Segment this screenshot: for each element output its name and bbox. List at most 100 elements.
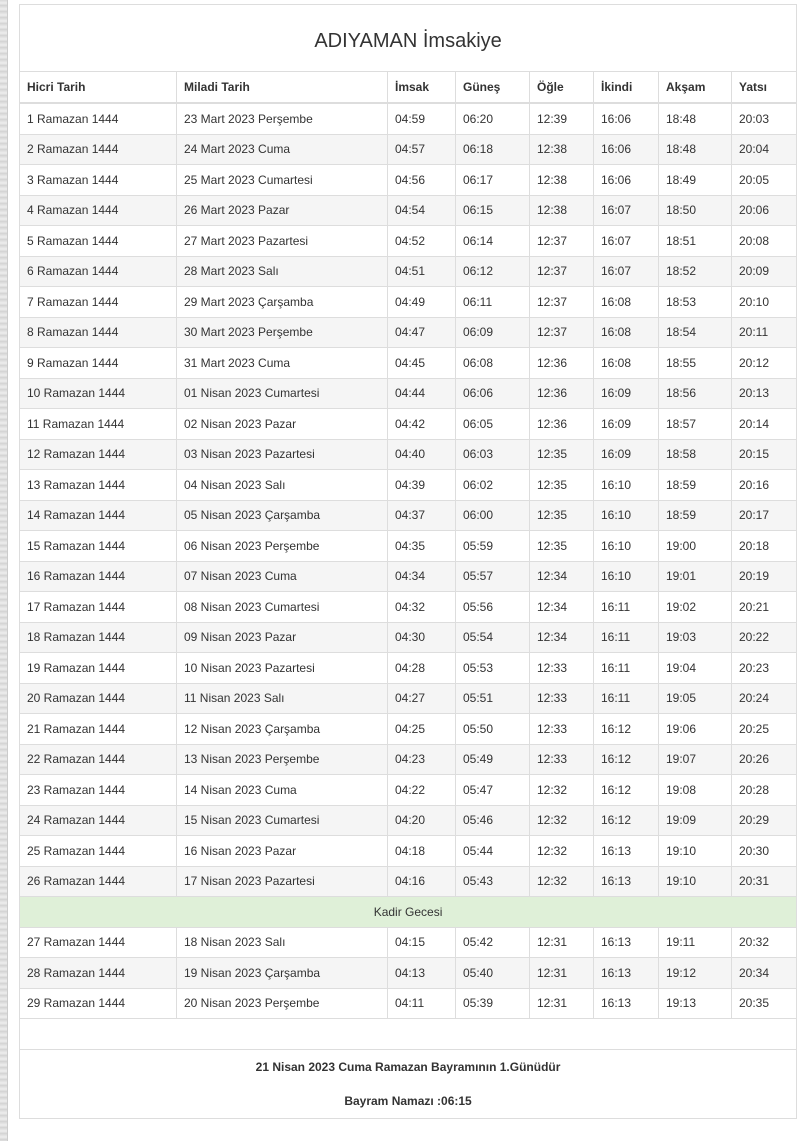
cell-imsak: 04:11 xyxy=(387,987,456,1019)
cell-hicri-tarih: 11 Ramazan 1444 xyxy=(19,408,177,440)
cell-gunes: 05:57 xyxy=(455,560,530,592)
cell-imsak: 04:45 xyxy=(387,347,456,379)
cell-gunes: 05:43 xyxy=(455,865,530,897)
cell-ogle: 12:32 xyxy=(529,804,594,836)
cell-aksam: 19:10 xyxy=(658,835,732,867)
column-header-gunes: Güneş xyxy=(455,71,530,104)
cell-gunes: 05:44 xyxy=(455,835,530,867)
cell-hicri-tarih: 18 Ramazan 1444 xyxy=(19,621,177,653)
cell-hicri-tarih: 7 Ramazan 1444 xyxy=(19,286,177,318)
cell-aksam: 19:03 xyxy=(658,621,732,653)
cell-aksam: 19:06 xyxy=(658,713,732,745)
cell-hicri-tarih: 21 Ramazan 1444 xyxy=(19,713,177,745)
cell-ogle: 12:32 xyxy=(529,865,594,897)
cell-aksam: 18:48 xyxy=(658,133,732,165)
cell-ikindi: 16:11 xyxy=(593,652,659,684)
cell-miladi-tarih: 25 Mart 2023 Cumartesi xyxy=(176,164,388,196)
cell-gunes: 06:08 xyxy=(455,347,530,379)
cell-hicri-tarih: 24 Ramazan 1444 xyxy=(19,804,177,836)
cell-ogle: 12:35 xyxy=(529,530,594,562)
cell-ogle: 12:31 xyxy=(529,926,594,958)
bayram-date-text: 21 Nisan 2023 Cuma Ramazan Bayramının 1.… xyxy=(255,1060,561,1074)
cell-imsak: 04:18 xyxy=(387,835,456,867)
cell-miladi-tarih: 06 Nisan 2023 Perşembe xyxy=(176,530,388,562)
column-header-ikindi: İkindi xyxy=(593,71,659,104)
cell-yatsi: 20:10 xyxy=(730,286,798,318)
cell-ikindi: 16:13 xyxy=(593,926,659,958)
cell-aksam: 18:59 xyxy=(658,469,732,501)
cell-imsak: 04:13 xyxy=(387,957,456,989)
cell-yatsi: 20:22 xyxy=(730,621,798,653)
spacer-row xyxy=(18,1018,798,1050)
cell-yatsi: 20:24 xyxy=(730,682,798,714)
cell-yatsi: 20:30 xyxy=(730,835,798,867)
cell-aksam: 18:53 xyxy=(658,286,732,318)
cell-imsak: 04:15 xyxy=(387,926,456,958)
cell-imsak: 04:22 xyxy=(387,774,456,806)
cell-yatsi: 20:15 xyxy=(730,438,798,470)
table-row: 17 Ramazan 1444 08 Nisan 2023 Cumartesi 04… xyxy=(19,591,798,623)
cell-imsak: 04:20 xyxy=(387,804,456,836)
cell-hicri-tarih: 16 Ramazan 1444 xyxy=(19,560,177,592)
cell-ogle: 12:31 xyxy=(529,987,594,1019)
cell-aksam: 18:48 xyxy=(658,102,732,135)
cell-yatsi: 20:34 xyxy=(730,957,798,989)
cell-miladi-tarih: 08 Nisan 2023 Cumartesi xyxy=(176,591,388,623)
cell-yatsi: 20:31 xyxy=(730,865,798,897)
cell-ikindi: 16:07 xyxy=(593,225,659,257)
cell-ikindi: 16:12 xyxy=(593,804,659,836)
imsakiye-panel: ADIYAMAN İmsakiye Hicri Tarih Miladi Tari… xyxy=(18,4,798,1119)
cell-miladi-tarih: 18 Nisan 2023 Salı xyxy=(176,926,388,958)
cell-hicri-tarih: 25 Ramazan 1444 xyxy=(19,835,177,867)
kadir-gecesi-row: Kadir Gecesi xyxy=(18,896,798,928)
cell-gunes: 06:12 xyxy=(455,255,530,287)
cell-hicri-tarih: 2 Ramazan 1444 xyxy=(19,133,177,165)
cell-gunes: 06:20 xyxy=(455,102,530,135)
cell-yatsi: 20:08 xyxy=(730,225,798,257)
table-row: 5 Ramazan 1444 27 Mart 2023 Pazartesi 04:5… xyxy=(19,225,798,257)
cell-ikindi: 16:08 xyxy=(593,347,659,379)
cell-hicri-tarih: 22 Ramazan 1444 xyxy=(19,743,177,775)
cell-miladi-tarih: 28 Mart 2023 Salı xyxy=(176,255,388,287)
cell-hicri-tarih: 19 Ramazan 1444 xyxy=(19,652,177,684)
cell-gunes: 05:49 xyxy=(455,743,530,775)
cell-yatsi: 20:03 xyxy=(730,102,798,135)
cell-ogle: 12:37 xyxy=(529,225,594,257)
cell-aksam: 19:04 xyxy=(658,652,732,684)
cell-miladi-tarih: 04 Nisan 2023 Salı xyxy=(176,469,388,501)
table-row: 13 Ramazan 1444 04 Nisan 2023 Salı 04:39 06… xyxy=(19,469,798,501)
kadir-gecesi-label: Kadir Gecesi xyxy=(18,896,798,928)
table-row: 4 Ramazan 1444 26 Mart 2023 Pazar 04:54 06:… xyxy=(19,194,798,226)
header-row: Hicri Tarih Miladi Tarih İmsak Güneş Öğle İki… xyxy=(19,71,798,104)
cell-gunes: 06:11 xyxy=(455,286,530,318)
cell-imsak: 04:54 xyxy=(387,194,456,226)
cell-miladi-tarih: 16 Nisan 2023 Pazar xyxy=(176,835,388,867)
cell-ikindi: 16:13 xyxy=(593,865,659,897)
table-row: 25 Ramazan 1444 16 Nisan 2023 Pazar 04:18 0… xyxy=(19,835,798,867)
cell-yatsi: 20:35 xyxy=(730,987,798,1019)
cell-miladi-tarih: 09 Nisan 2023 Pazar xyxy=(176,621,388,653)
cell-gunes: 06:00 xyxy=(455,499,530,531)
cell-miladi-tarih: 12 Nisan 2023 Çarşamba xyxy=(176,713,388,745)
cell-gunes: 06:18 xyxy=(455,133,530,165)
cell-ogle: 12:38 xyxy=(529,133,594,165)
cell-miladi-tarih: 15 Nisan 2023 Cumartesi xyxy=(176,804,388,836)
cell-imsak: 04:44 xyxy=(387,377,456,409)
cell-aksam: 18:57 xyxy=(658,408,732,440)
bayram-footer-row: 21 Nisan 2023 Cuma Ramazan Bayramının 1.… xyxy=(18,1049,798,1119)
cell-hicri-tarih: 3 Ramazan 1444 xyxy=(19,164,177,196)
table-row: 3 Ramazan 1444 25 Mart 2023 Cumartesi 04:5… xyxy=(19,164,798,196)
cell-yatsi: 20:18 xyxy=(730,530,798,562)
cell-yatsi: 20:14 xyxy=(730,408,798,440)
cell-imsak: 04:16 xyxy=(387,865,456,897)
cell-ogle: 12:35 xyxy=(529,499,594,531)
table-row: 28 Ramazan 1444 19 Nisan 2023 Çarşamba 04:… xyxy=(19,957,798,989)
cell-aksam: 18:59 xyxy=(658,499,732,531)
cell-gunes: 06:14 xyxy=(455,225,530,257)
cell-yatsi: 20:12 xyxy=(730,347,798,379)
cell-imsak: 04:47 xyxy=(387,316,456,348)
cell-aksam: 18:51 xyxy=(658,225,732,257)
cell-ogle: 12:34 xyxy=(529,560,594,592)
cell-gunes: 05:40 xyxy=(455,957,530,989)
column-header-miladi-tarih: Miladi Tarih xyxy=(176,71,388,104)
